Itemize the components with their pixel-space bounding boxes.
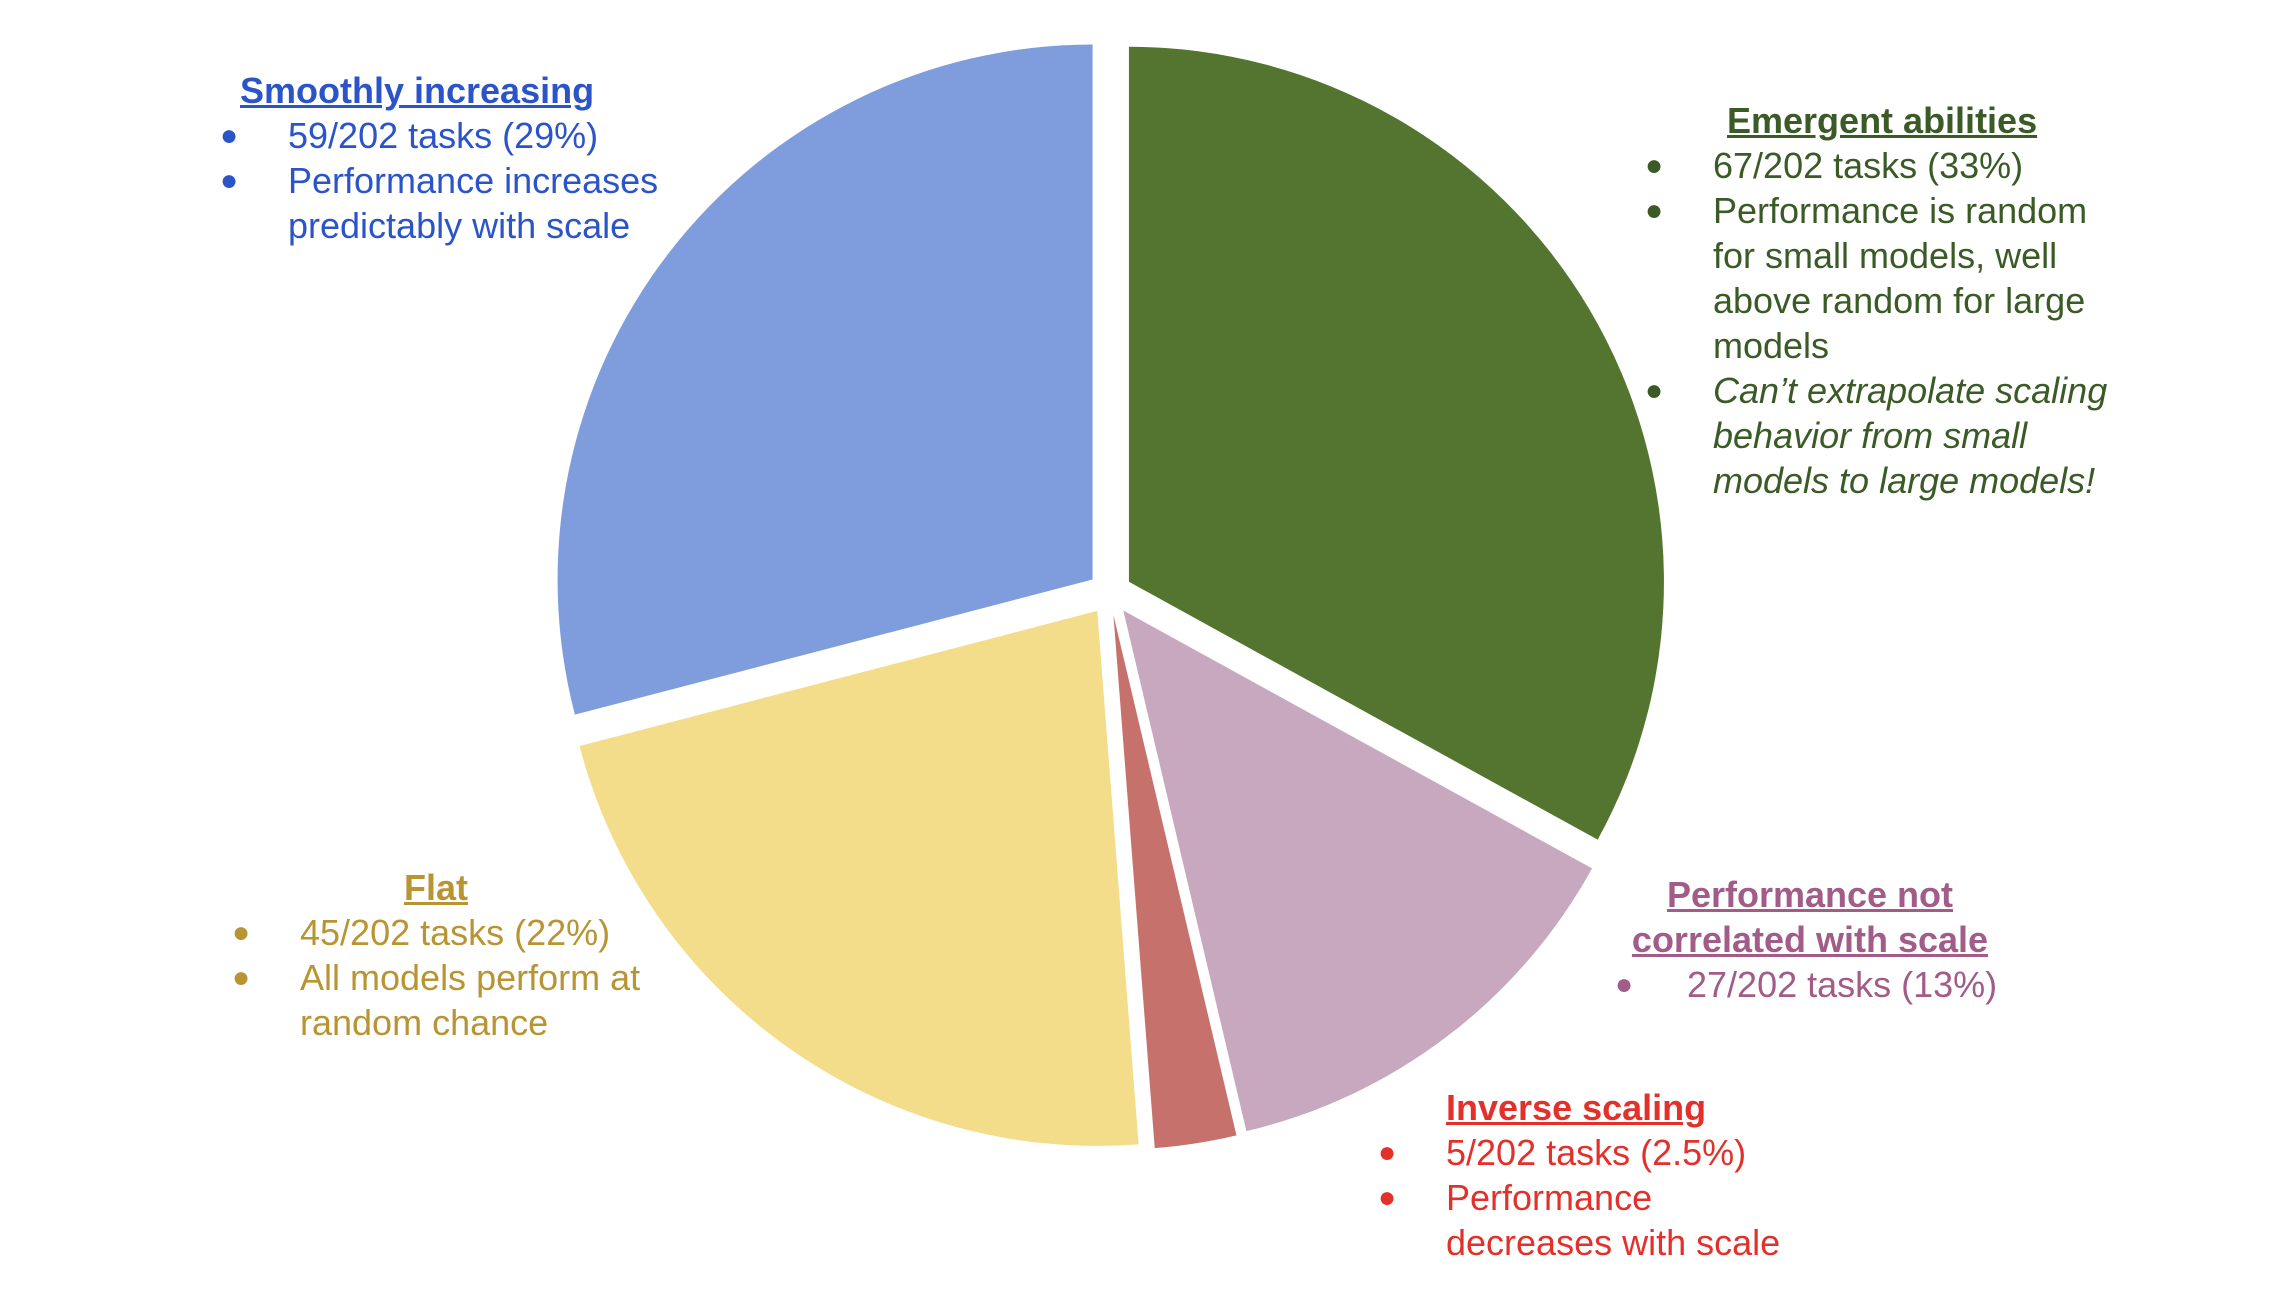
- label-inverse-scaling: Inverse scaling ● 5/202 tasks (2.5%) ● Per…: [1378, 1085, 1818, 1265]
- label-bullet: ● 45/202 tasks (22%): [232, 912, 611, 953]
- label-bullet: ● Performance is random for small models,…: [1645, 190, 2088, 366]
- label-bullet: ● 27/202 tasks (13%): [1615, 964, 1998, 1005]
- label-title: Emergent abilities: [1727, 100, 2038, 141]
- label-bullet: ● Performance decreases with scale: [1378, 1177, 1781, 1263]
- label-title: Inverse scaling: [1446, 1087, 1707, 1128]
- label-bullet: ● 67/202 tasks (33%): [1645, 145, 2024, 186]
- label-emergent-abilities: Emergent abilities ● 67/202 tasks (33%) ●…: [1645, 98, 2165, 503]
- pie-slice-flat: [579, 610, 1139, 1146]
- label-title: Flat: [404, 867, 469, 908]
- pie-slice-emergent: [1128, 46, 1664, 840]
- pie-slice-inverse: [1113, 614, 1237, 1149]
- label-title: Smoothly increasing: [240, 70, 595, 111]
- label-smoothly-increasing: Smoothly increasing ● 59/202 tasks (29%) …: [220, 68, 700, 248]
- pie-slice-not_correlated: [1123, 610, 1593, 1132]
- label-not-correlated: Performance not correlated with scale ● 2…: [1615, 872, 2035, 1007]
- label-bullet: ● All models perform at random chance: [232, 957, 641, 1043]
- label-bullet: ● Can’t extrapolate scaling behavior from…: [1645, 370, 2108, 501]
- pie-slice-smooth: [557, 44, 1093, 715]
- label-title: Performance not correlated with scale: [1631, 874, 1989, 960]
- label-bullet: ● Performance increases predictably with …: [220, 160, 659, 246]
- label-bullet: ● 59/202 tasks (29%): [220, 115, 599, 156]
- label-flat: Flat ● 45/202 tasks (22%) ● All models per…: [232, 865, 702, 1045]
- label-bullet: ● 5/202 tasks (2.5%): [1378, 1132, 1747, 1173]
